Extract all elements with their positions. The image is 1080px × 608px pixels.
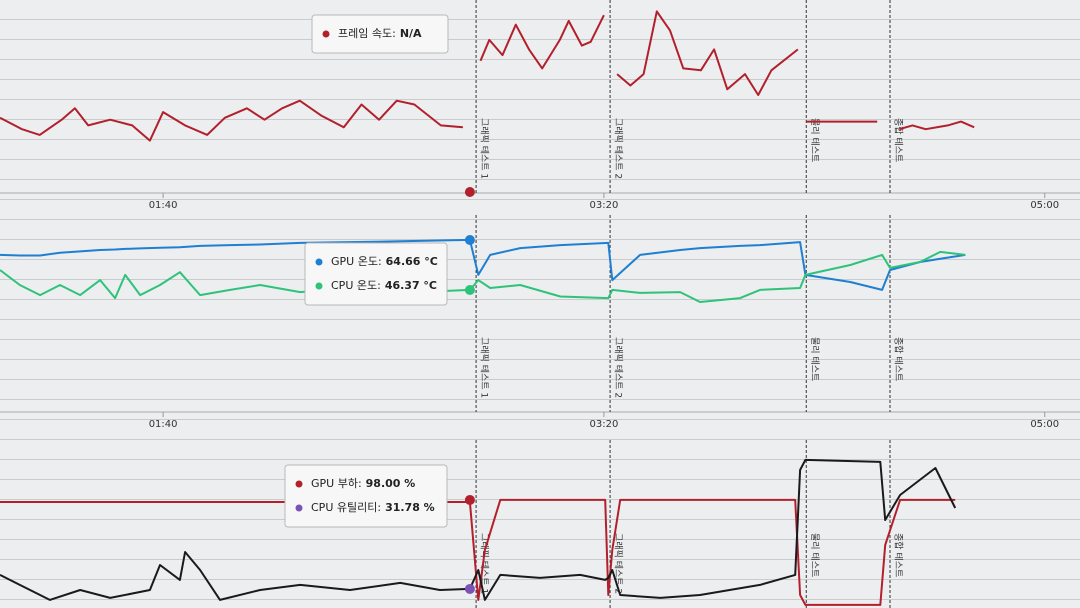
tooltip-swatch (295, 504, 303, 512)
series-value: 98.00 % (366, 477, 416, 490)
tooltip-text: CPU 유틸리티: 31.78 % (311, 501, 435, 514)
event-marker-label: 그래픽 테스트 2 (613, 533, 624, 594)
event-marker-label: 그래픽 테스트 2 (613, 118, 624, 179)
cursor-dot (464, 187, 475, 197)
tooltip-box (304, 242, 448, 306)
series-name: 프레임 속도: (338, 27, 396, 40)
series-value: N/A (400, 27, 422, 40)
series-line (0, 10, 975, 142)
cursor-dot (464, 494, 475, 505)
event-marker-label: 물리 테스트 (809, 118, 820, 162)
tooltip: 프레임 속도: N/A (311, 14, 449, 54)
event-marker-label: 그래픽 테스트 1 (479, 118, 490, 179)
tooltip-swatch (322, 30, 330, 38)
series-line (0, 498, 956, 606)
series-value: 64.66 °C (386, 255, 438, 268)
x-tick-label: 01:40 (149, 200, 178, 211)
series-value: 31.78 % (385, 501, 435, 514)
tooltip-swatch (295, 480, 303, 488)
series-name: GPU 온도: (331, 255, 382, 268)
event-marker-label: 종합 테스트 (893, 533, 904, 577)
tooltip-box (284, 464, 448, 528)
x-tick-label: 03:20 (590, 419, 619, 430)
cursor-dot (464, 285, 475, 296)
tooltip-text: GPU 부하: 98.00 % (311, 476, 415, 490)
tooltip: GPU 온도: 64.66 °C CPU 온도: 46.37 °C (304, 242, 448, 306)
x-tick-label: 01:40 (149, 419, 178, 430)
tooltip: GPU 부하: 98.00 % CPU 유틸리티: 31.78 % (284, 464, 448, 528)
tooltip-text: 프레임 속도: N/A (338, 27, 422, 40)
cursor-dot (464, 234, 475, 245)
tooltip-box (311, 14, 449, 54)
x-tick-label: 03:20 (590, 200, 619, 211)
event-marker-label: 종합 테스트 (893, 337, 904, 381)
series-value: 46.37 °C (385, 279, 437, 292)
tooltip-text: GPU 온도: 64.66 °C (331, 255, 438, 268)
series-name: CPU 유틸리티: (311, 501, 381, 514)
series-name: GPU 부하: (311, 476, 362, 490)
series-name: CPU 온도: (331, 279, 381, 292)
tooltip-text: CPU 온도: 46.37 °C (331, 279, 437, 292)
event-marker-label: 그래픽 테스트 2 (613, 337, 624, 398)
event-marker-label: 물리 테스트 (809, 533, 820, 577)
x-tick-label: 05:00 (1030, 419, 1059, 430)
tooltip-swatch (315, 258, 323, 266)
event-marker-label: 종합 테스트 (893, 118, 904, 162)
tooltip-swatch (315, 282, 323, 290)
event-marker-label: 그래픽 테스트 1 (479, 337, 490, 398)
x-tick-label: 05:00 (1030, 200, 1059, 211)
cursor-dot (464, 583, 475, 594)
series-line (0, 458, 957, 601)
event-marker-label: 물리 테스트 (809, 337, 820, 381)
series-line (0, 250, 966, 303)
